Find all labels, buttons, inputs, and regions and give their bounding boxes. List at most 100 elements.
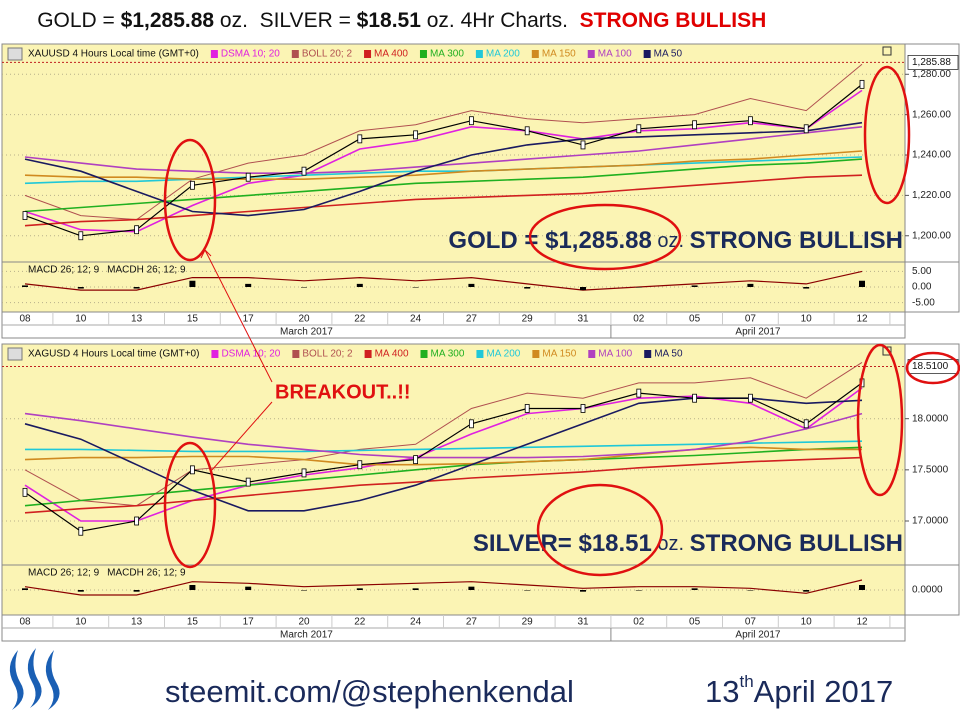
legend-entry: DSMA 10; 20 <box>221 49 280 60</box>
x-tick-label: 24 <box>410 617 422 628</box>
x-tick-label: 31 <box>577 617 589 628</box>
footer-day: 13 <box>705 674 739 709</box>
x-tick-label: 17 <box>243 617 255 628</box>
legend-icon <box>7 347 23 361</box>
logo-stroke <box>27 648 42 708</box>
chart-annotation: SILVER= $18.51 oz. STRONG BULLISH <box>473 530 903 557</box>
legend-swatch <box>291 50 299 58</box>
price-candle <box>413 130 419 140</box>
axis-area <box>904 343 960 566</box>
price-candle <box>636 124 642 134</box>
title-part: STRONG BULLISH <box>580 9 767 32</box>
highlight-ellipse <box>863 65 911 205</box>
x-tick-label: 10 <box>75 617 87 628</box>
indicator-line <box>24 156 863 185</box>
page-title: GOLD = $1,285.88 oz. SILVER = $18.51 oz.… <box>8 9 784 32</box>
indicator-line <box>24 89 863 233</box>
histogram-bar <box>691 588 698 590</box>
annotation-part: oz. <box>652 230 690 252</box>
x-tick-label: 31 <box>577 314 589 325</box>
histogram-bar <box>77 287 84 289</box>
price-candle <box>134 516 140 526</box>
chart-annotation: GOLD = $1,285.88 oz. STRONG BULLISH <box>448 227 903 254</box>
histogram-bar <box>580 590 586 592</box>
callout-text: BREAKOUT..!! <box>275 381 411 403</box>
legend-swatch <box>643 50 651 58</box>
axis-area <box>904 43 960 263</box>
price-candle <box>468 116 474 126</box>
y-tick-label: 0.00 <box>912 282 932 293</box>
highlight-ellipse <box>163 138 217 262</box>
y-tick-label: 1,240.00 <box>912 150 951 161</box>
month-label: March 2017 <box>280 630 333 641</box>
x-tick-label: 13 <box>131 314 143 325</box>
y-tick-label: 1,260.00 <box>912 109 951 120</box>
price-candle <box>859 79 865 89</box>
y-tick-label: 0.0000 <box>912 585 943 596</box>
last-price-label: 18.5100 <box>912 361 949 372</box>
x-tick-label: 15 <box>187 314 199 325</box>
x-tick-label: 12 <box>856 617 868 628</box>
x-tick-label: 07 <box>745 617 757 628</box>
legend-entry: MA 300 <box>430 49 464 60</box>
legend-swatch <box>476 350 484 358</box>
annotation-part: oz. <box>652 533 690 555</box>
price-candle <box>748 393 753 403</box>
legend-entry: MA 100 <box>598 349 632 360</box>
x-tick-label: 10 <box>801 617 813 628</box>
histogram-bar <box>747 283 754 287</box>
macd-line <box>24 579 863 596</box>
annotation-part: SILVER= <box>473 530 579 557</box>
legend-swatch <box>587 50 595 58</box>
x-tick-label: 07 <box>745 314 757 325</box>
histogram-bar <box>301 287 307 288</box>
legend-entry: MA 50 <box>654 349 683 360</box>
histogram-bar <box>133 590 140 592</box>
title-part: $1,285.88 <box>121 9 215 32</box>
indicator-line <box>24 150 863 180</box>
x-tick-label: 05 <box>689 617 701 628</box>
chart-title: XAGUSD 4 Hours Local time (GMT+0) <box>28 349 199 360</box>
annotation-part: GOLD = <box>448 227 545 254</box>
histogram-bar <box>245 586 252 590</box>
price-candle <box>580 140 586 150</box>
callout-arrow <box>211 401 273 471</box>
x-tick-label: 10 <box>801 314 813 325</box>
indicator-legend: MACD 26; 12; 9 <box>28 568 100 579</box>
price-candle <box>468 419 474 429</box>
plot-area <box>1 43 906 263</box>
y-tick-label: 1,220.00 <box>912 190 951 201</box>
price-candle <box>357 134 363 144</box>
indicator-line <box>24 174 863 227</box>
x-tick-label: 20 <box>298 314 310 325</box>
price-candle <box>78 526 84 536</box>
x-tick-label: 08 <box>19 314 31 325</box>
callout-arrow <box>204 249 273 383</box>
price-candle <box>357 460 363 470</box>
legend-swatch <box>644 350 652 358</box>
legend-swatch <box>531 50 539 58</box>
footer-month: April 2017 <box>754 674 894 709</box>
histogram-bar <box>412 588 419 590</box>
indicator-legend: MACD 26; 12; 9 <box>28 265 100 276</box>
window-button <box>882 46 892 56</box>
legend-swatch <box>211 350 219 358</box>
arrow-head <box>200 249 212 259</box>
chart-title: XAUUSD 4 Hours Local time (GMT+0) <box>28 49 199 60</box>
month-label: March 2017 <box>280 327 333 338</box>
y-tick-label: 17.0000 <box>912 516 949 527</box>
highlight-ellipse <box>528 203 682 271</box>
price-candle <box>189 465 195 475</box>
legend-entry: MA 400 <box>375 349 409 360</box>
title-part: oz. SILVER = <box>214 9 357 32</box>
title-part: oz. 4Hr Charts. <box>421 9 580 32</box>
annotation-part: $18.51 <box>578 530 651 557</box>
legend-swatch <box>364 50 372 58</box>
x-tick-label: 15 <box>187 617 199 628</box>
logo-stroke <box>45 650 60 710</box>
x-tick-label: 13 <box>131 617 143 628</box>
x-tick-label: 22 <box>354 617 366 628</box>
annotation-part: $1,285.88 <box>545 227 652 254</box>
histogram-bar <box>133 287 140 289</box>
price-candle <box>301 468 307 478</box>
